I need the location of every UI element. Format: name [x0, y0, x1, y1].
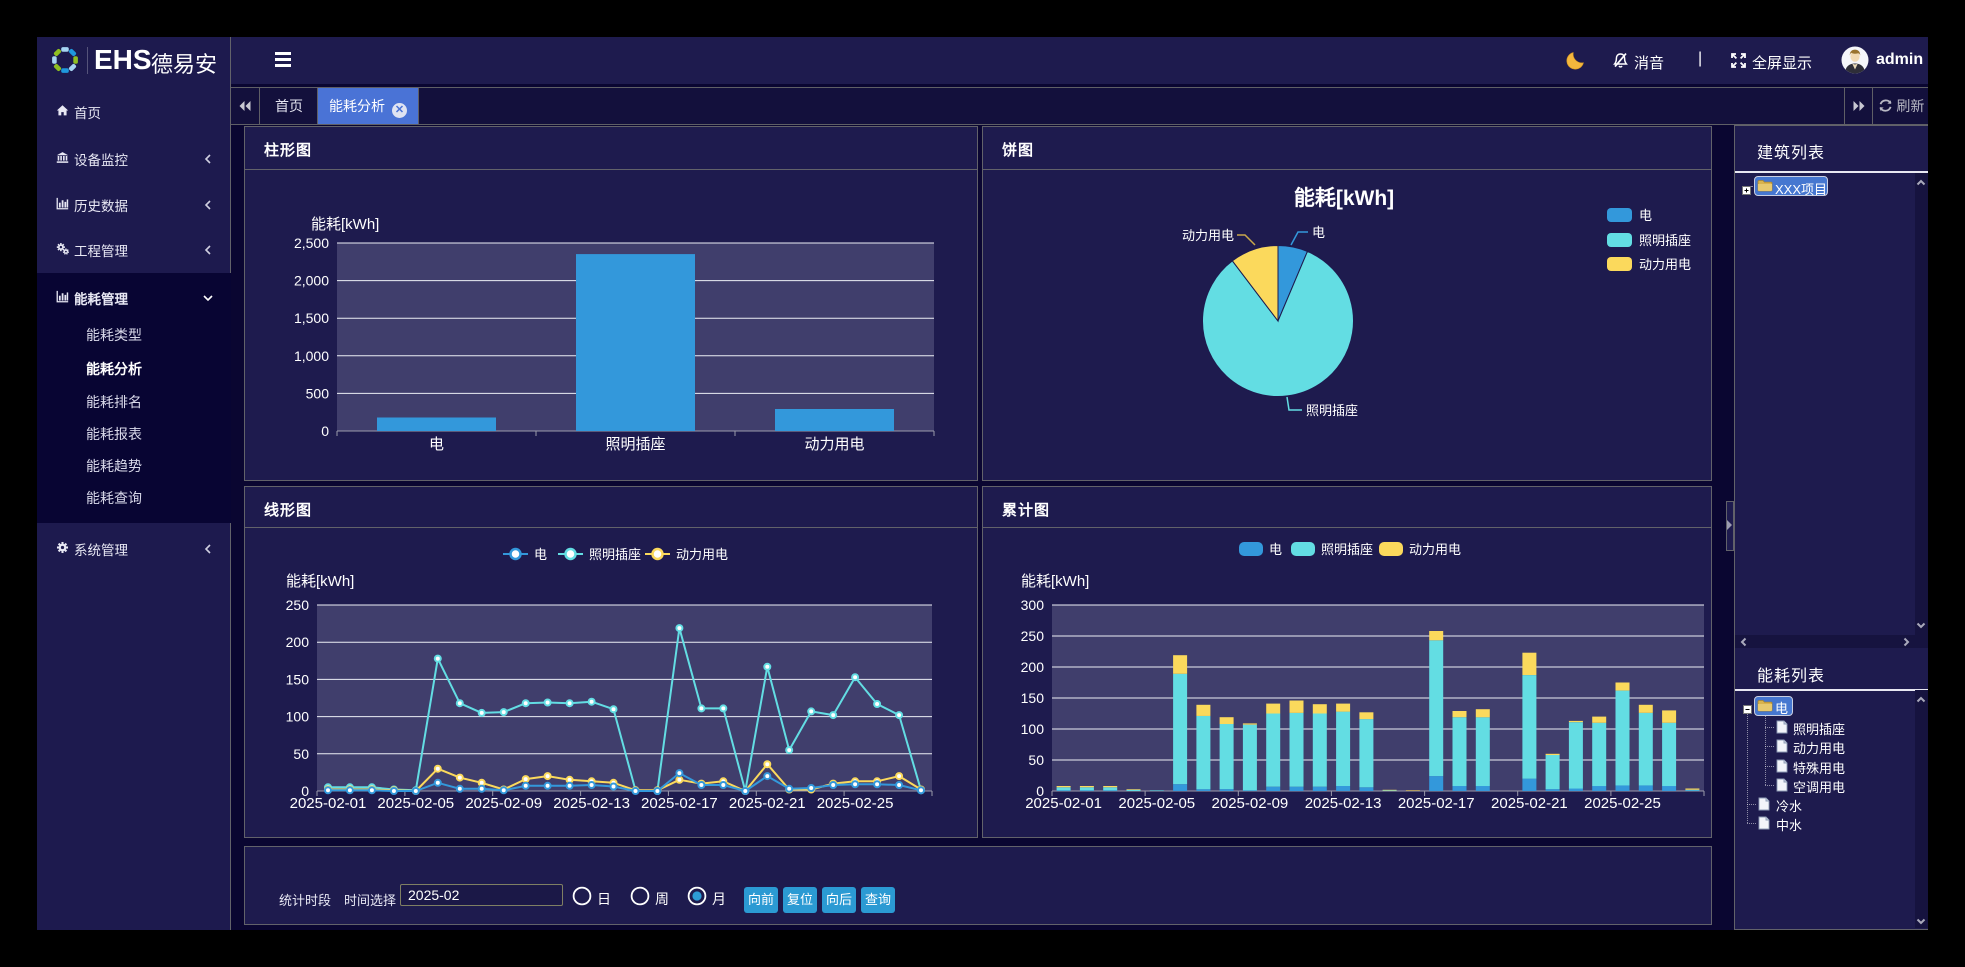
svg-text:照明插座: 照明插座 — [1639, 233, 1691, 248]
svg-text:电: 电 — [1312, 225, 1325, 240]
svg-text:2025-02-01: 2025-02-01 — [1025, 795, 1102, 812]
svg-text:2025-02-17: 2025-02-17 — [1398, 795, 1475, 812]
svg-text:0: 0 — [1036, 783, 1044, 799]
svg-text:100: 100 — [286, 709, 310, 725]
svg-text:电: 电 — [1269, 542, 1282, 557]
svg-text:50: 50 — [293, 746, 309, 762]
svg-text:300: 300 — [1021, 597, 1045, 613]
svg-text:1,000: 1,000 — [294, 348, 329, 364]
svg-text:2025-02-13: 2025-02-13 — [553, 795, 630, 812]
svg-text:2025-02-21: 2025-02-21 — [1491, 795, 1568, 812]
svg-text:200: 200 — [286, 634, 310, 650]
svg-text:2025-02-13: 2025-02-13 — [1305, 795, 1382, 812]
svg-text:250: 250 — [1021, 628, 1045, 644]
svg-text:0: 0 — [321, 423, 329, 439]
svg-text:2025-02-21: 2025-02-21 — [729, 795, 806, 812]
svg-text:200: 200 — [1021, 659, 1045, 675]
svg-text:2025-02-25: 2025-02-25 — [1584, 795, 1661, 812]
svg-text:2025-02-17: 2025-02-17 — [641, 795, 718, 812]
svg-text:2,000: 2,000 — [294, 273, 329, 289]
svg-text:照明插座: 照明插座 — [605, 436, 665, 453]
svg-text:150: 150 — [1021, 690, 1045, 706]
svg-text:2025-02-09: 2025-02-09 — [465, 795, 542, 812]
svg-text:100: 100 — [1021, 721, 1045, 737]
svg-text:动力用电: 动力用电 — [1409, 542, 1461, 557]
svg-text:250: 250 — [286, 597, 310, 613]
svg-text:50: 50 — [1028, 752, 1044, 768]
svg-text:2,500: 2,500 — [294, 235, 329, 251]
svg-text:动力用电: 动力用电 — [1639, 257, 1691, 272]
svg-text:动力用电: 动力用电 — [804, 436, 864, 453]
svg-text:能耗[kWh]: 能耗[kWh] — [1294, 186, 1394, 210]
svg-text:2025-02-01: 2025-02-01 — [290, 795, 367, 812]
svg-text:150: 150 — [286, 671, 310, 687]
svg-text:照明插座: 照明插座 — [589, 547, 641, 562]
svg-text:动力用电: 动力用电 — [1182, 228, 1234, 243]
svg-text:能耗[kWh]: 能耗[kWh] — [286, 573, 354, 590]
svg-text:电: 电 — [534, 547, 547, 562]
svg-text:2025-02-09: 2025-02-09 — [1212, 795, 1289, 812]
svg-text:照明插座: 照明插座 — [1306, 403, 1358, 418]
svg-text:照明插座: 照明插座 — [1321, 542, 1373, 557]
svg-text:0: 0 — [301, 783, 309, 799]
svg-text:2025-02-05: 2025-02-05 — [1118, 795, 1195, 812]
svg-text:能耗[kWh]: 能耗[kWh] — [311, 216, 379, 233]
svg-text:动力用电: 动力用电 — [676, 547, 728, 562]
svg-text:2025-02-05: 2025-02-05 — [377, 795, 454, 812]
svg-text:500: 500 — [306, 385, 330, 401]
svg-text:电: 电 — [429, 436, 444, 453]
svg-text:2025-02-25: 2025-02-25 — [817, 795, 894, 812]
svg-text:电: 电 — [1639, 208, 1652, 223]
svg-text:1,500: 1,500 — [294, 310, 329, 326]
svg-text:能耗[kWh]: 能耗[kWh] — [1021, 573, 1089, 590]
